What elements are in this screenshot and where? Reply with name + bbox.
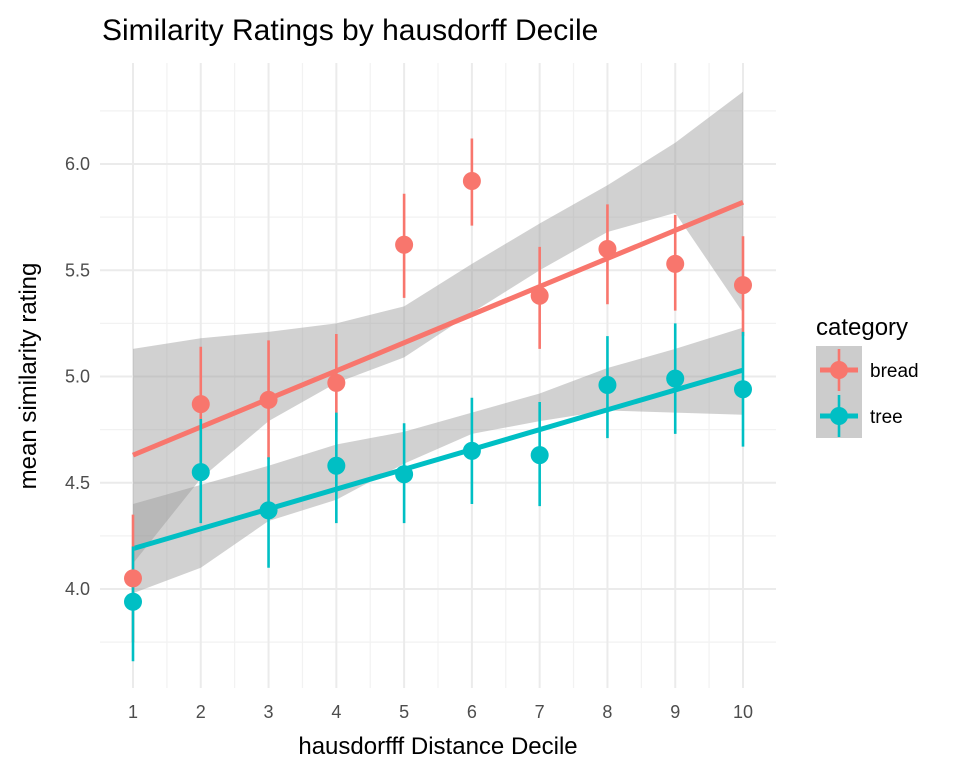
confidence-band-tree	[133, 327, 743, 594]
point-bread	[327, 373, 346, 392]
y-tick-label: 6.0	[65, 154, 90, 174]
x-tick-label: 7	[535, 702, 545, 722]
y-axis-title: mean similarity rating	[15, 263, 42, 490]
legend-key-point-bread	[830, 361, 848, 379]
fit-line-tree	[132, 367, 744, 552]
y-tick-label: 5.0	[65, 367, 90, 387]
y-tick-label: 5.5	[65, 260, 90, 280]
fit-line-bread	[132, 199, 744, 458]
x-tick-label: 8	[602, 702, 612, 722]
x-axis-ticks: 1 2 3 4 5 6 7 8 9 10	[128, 702, 753, 722]
point-bread	[259, 390, 278, 409]
point-tree	[191, 463, 210, 482]
point-bread	[462, 172, 481, 190]
y-axis-ticks: 4.0 4.5 5.0 5.5 6.0	[65, 154, 90, 599]
point-bread	[666, 254, 685, 273]
point-tree	[530, 446, 549, 465]
x-tick-label: 4	[331, 702, 341, 722]
x-tick-label: 10	[733, 702, 753, 722]
x-tick-label: 5	[399, 702, 409, 722]
point-tree	[666, 369, 685, 388]
x-tick-label: 3	[264, 702, 274, 722]
x-axis-title: hausdorfff Distance Decile	[298, 733, 577, 760]
point-tree	[327, 456, 346, 475]
point-tree	[395, 465, 414, 484]
point-tree	[124, 592, 142, 611]
x-tick-label: 9	[670, 702, 680, 722]
legend-label-tree: tree	[870, 407, 903, 428]
point-tree	[734, 380, 752, 399]
y-tick-label: 4.5	[65, 473, 90, 493]
point-bread	[395, 235, 414, 254]
legend-key-point-tree	[830, 407, 848, 425]
point-bread	[191, 395, 210, 414]
legend-items: bread tree	[816, 346, 919, 438]
point-tree	[259, 501, 278, 520]
x-tick-label: 2	[196, 702, 206, 722]
data-points	[124, 172, 752, 611]
x-tick-label: 6	[467, 702, 477, 722]
x-tick-label: 1	[128, 702, 138, 722]
point-bread	[124, 569, 142, 588]
fit-lines	[132, 199, 744, 552]
chart-title: Similarity Ratings by hausdorff Decile	[102, 14, 598, 47]
legend-label-bread: bread	[870, 361, 919, 382]
point-bread	[598, 240, 617, 258]
point-tree	[598, 376, 617, 394]
legend-title: category	[816, 314, 908, 341]
point-bread	[734, 276, 752, 295]
point-tree	[462, 441, 481, 460]
legend: category bread tree	[816, 314, 919, 438]
point-bread	[530, 286, 549, 305]
y-tick-label: 4.0	[65, 579, 90, 599]
